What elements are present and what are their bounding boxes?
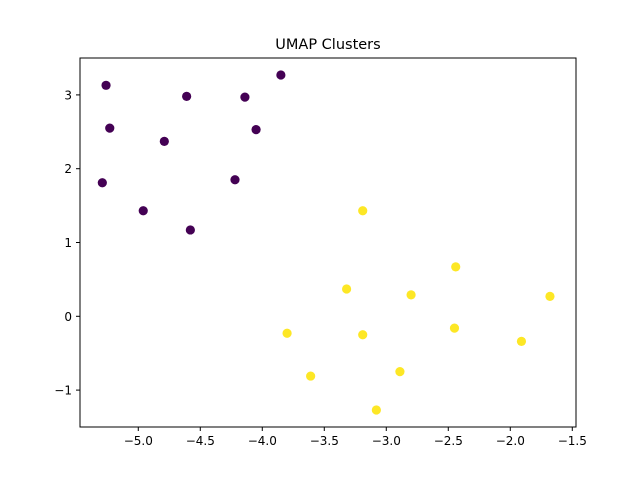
scatter-point xyxy=(105,123,115,133)
scatter-point xyxy=(342,284,352,294)
scatter-point xyxy=(306,371,316,381)
scatter-point xyxy=(358,330,368,340)
chart-title: UMAP Clusters xyxy=(275,37,380,53)
scatter-point xyxy=(516,336,527,346)
scatter-point xyxy=(358,206,368,216)
x-tick-label: −3.5 xyxy=(310,434,339,448)
x-tick-label: −1.5 xyxy=(558,434,587,448)
x-axis: −5.0 −4.5 −4.0 −3.5 −3.0 −2.5 −2.0 −1.5 xyxy=(124,427,587,448)
x-tick-label: −5.0 xyxy=(124,434,153,448)
scatter-points xyxy=(97,70,555,415)
scatter-point xyxy=(97,178,107,188)
scatter-point xyxy=(240,92,250,102)
y-tick-label: 2 xyxy=(64,162,72,176)
scatter-point xyxy=(406,290,416,300)
x-tick-label: −4.5 xyxy=(186,434,215,448)
scatter-point xyxy=(276,70,286,80)
scatter-point xyxy=(182,91,192,101)
scatter-point xyxy=(282,328,292,338)
scatter-point xyxy=(451,262,461,272)
scatter-point xyxy=(395,367,405,377)
scatter-point xyxy=(371,405,381,415)
y-tick-label: 0 xyxy=(64,310,72,324)
scatter-point xyxy=(185,225,195,235)
x-tick-label: −4.0 xyxy=(248,434,277,448)
y-tick-label: 3 xyxy=(64,88,72,102)
scatter-point xyxy=(251,124,261,135)
x-tick-label: −2.0 xyxy=(496,434,525,448)
scatter-point xyxy=(101,80,111,90)
x-tick-label: −2.5 xyxy=(434,434,463,448)
scatter-point xyxy=(159,136,169,146)
scatter-point xyxy=(230,175,240,185)
y-axis: −1 0 1 2 3 xyxy=(54,88,80,398)
y-tick-label: 1 xyxy=(64,236,72,250)
x-tick-label: −3.0 xyxy=(372,434,401,448)
y-tick-label: −1 xyxy=(54,384,72,398)
scatter-point xyxy=(449,323,460,333)
plot-area-frame xyxy=(79,57,577,428)
scatter-point xyxy=(545,291,555,301)
scatter-point xyxy=(138,206,148,216)
